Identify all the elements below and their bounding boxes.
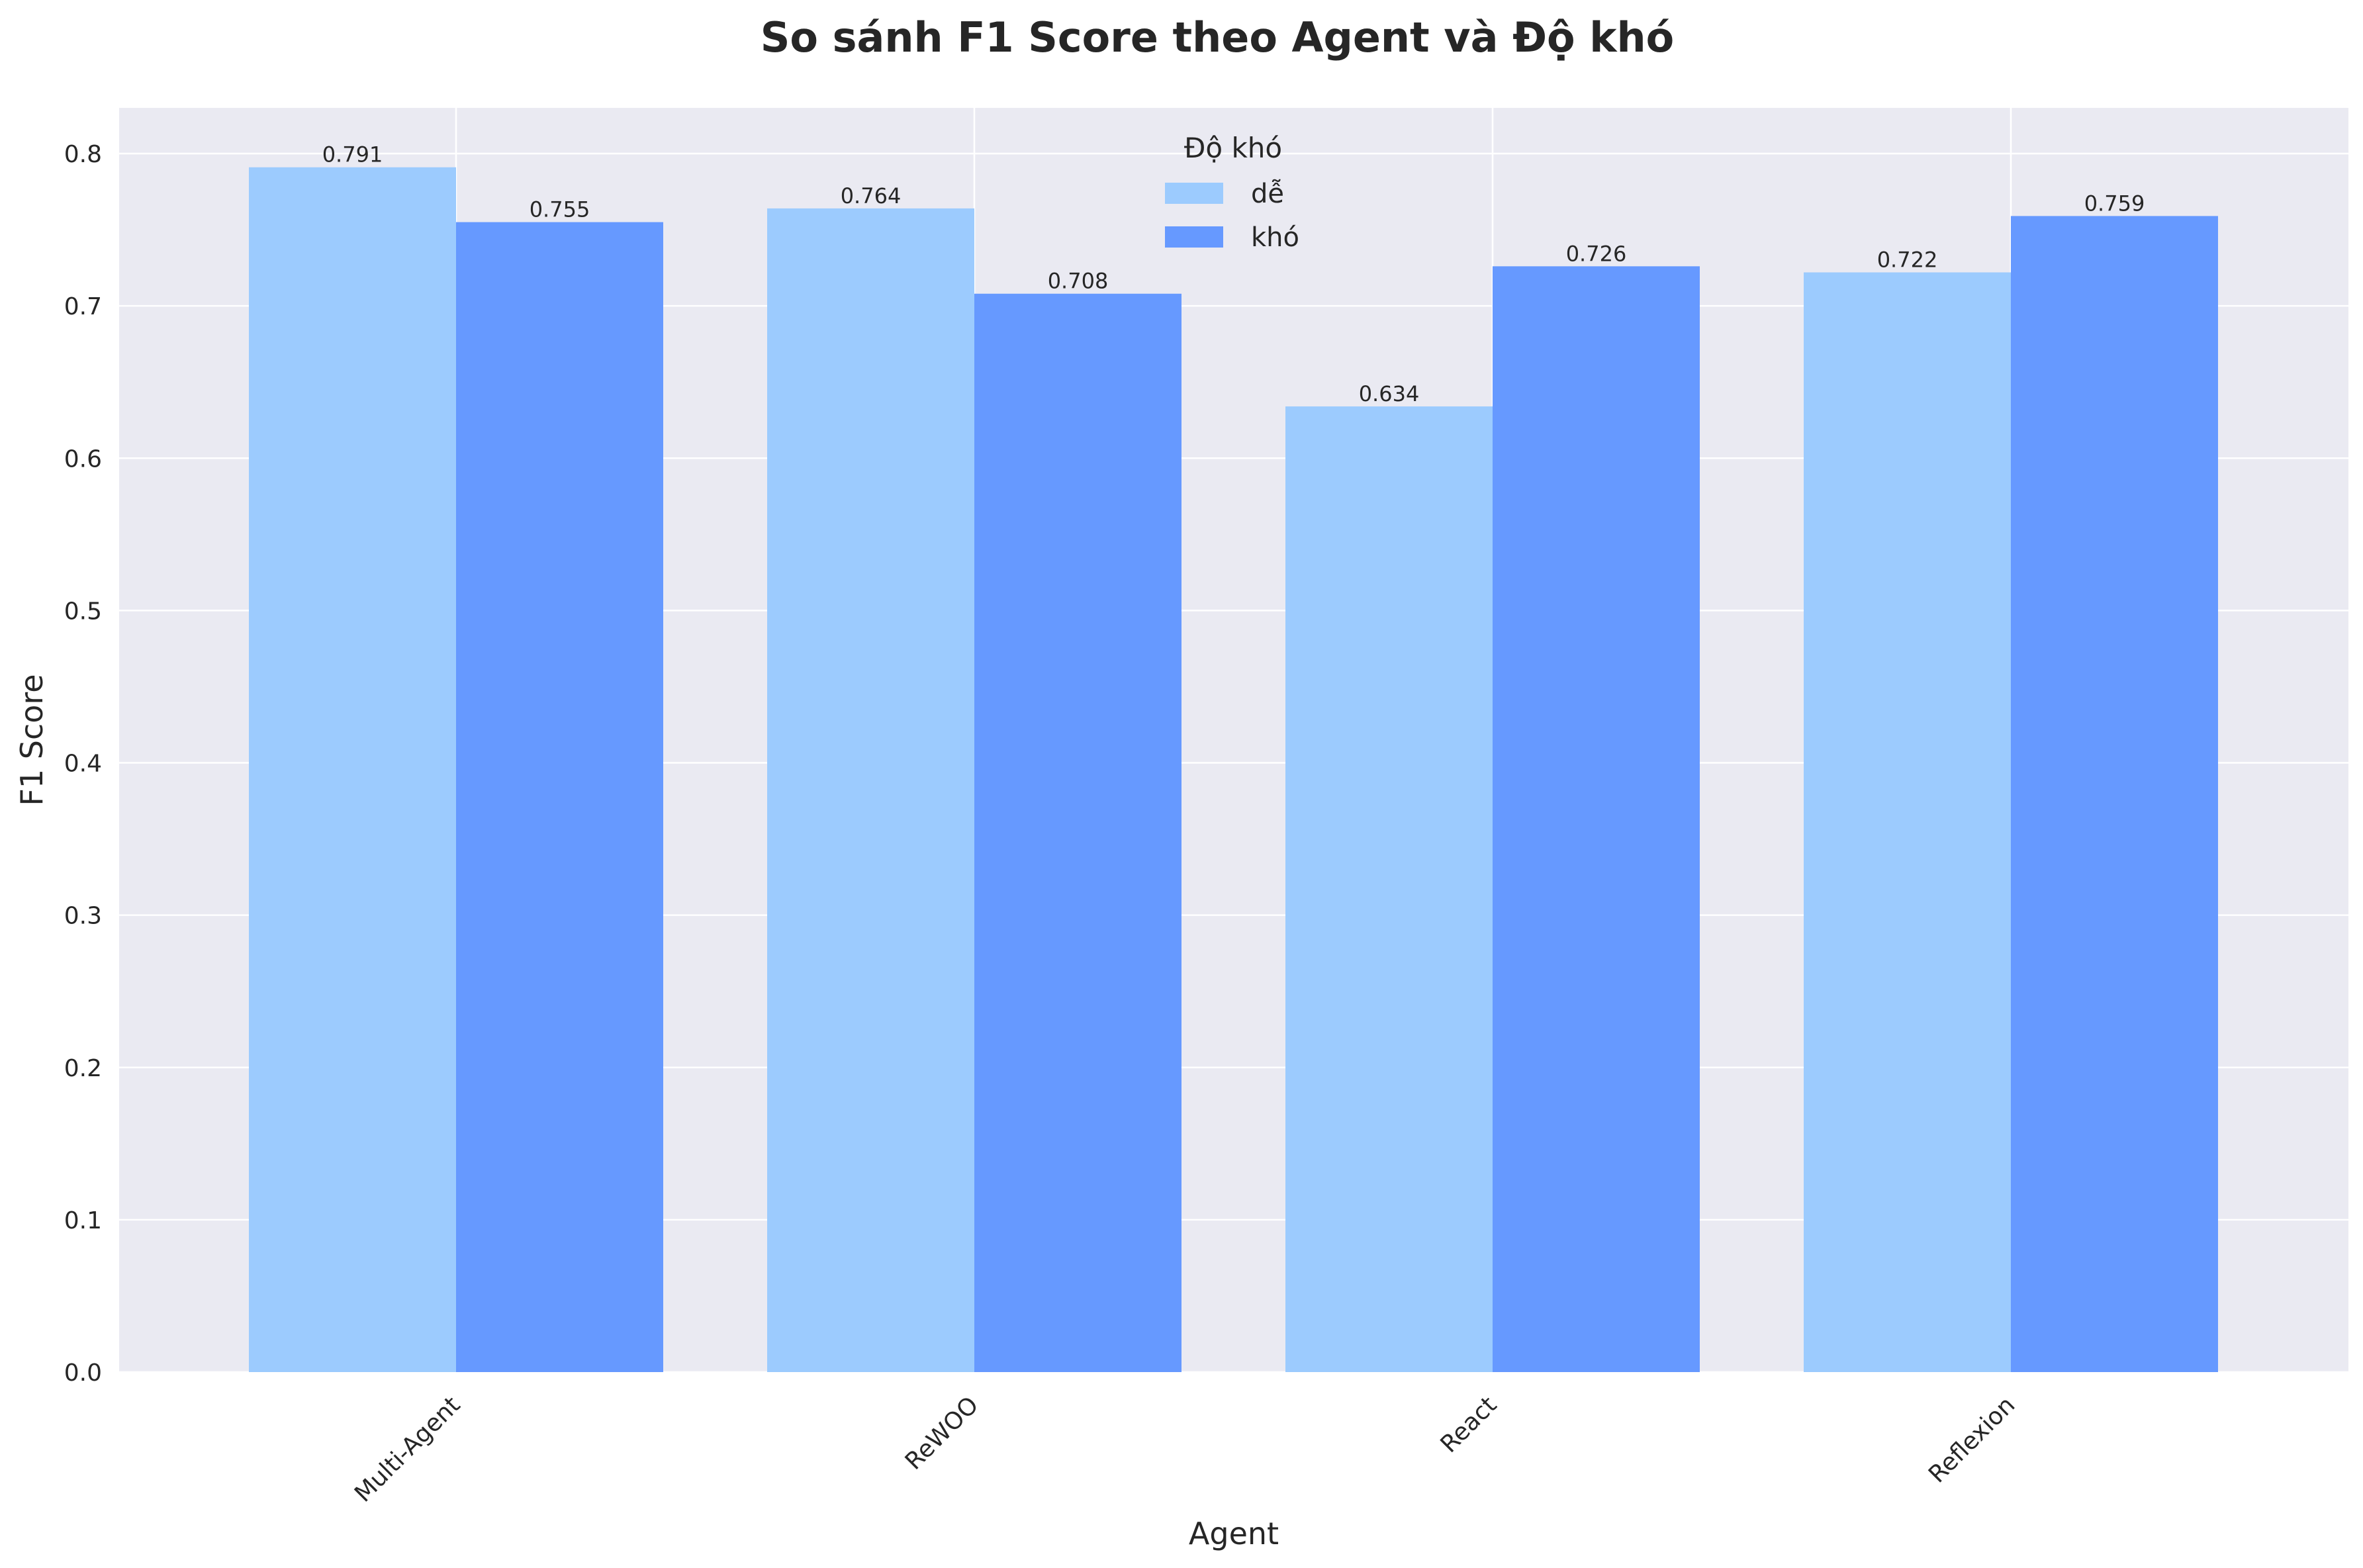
bar-rewoo-1 [974, 293, 1182, 1373]
x-ticks: Multi-Agent ReWOO React Reflexion [349, 1391, 2020, 1507]
bar-value-label: 0.708 [1048, 269, 1109, 294]
y-axis-label: F1 Score [14, 674, 50, 806]
chart-title: So sánh F1 Score theo Agent và Độ khó [761, 13, 1674, 62]
legend-swatch-kho [1165, 226, 1223, 248]
x-tick-label: ReWOO [900, 1391, 984, 1475]
bar-value-label: 0.722 [1877, 248, 1938, 273]
bar-rewoo-0 [767, 208, 974, 1372]
legend: Độ khó dễ khó [1165, 132, 1299, 253]
x-tick-label: Reflexion [1923, 1391, 2020, 1488]
bar-multi-agent-1 [456, 222, 663, 1373]
data-labels: 0.791 0.764 0.634 0.722 0.755 0.708 0.726 0.759 [322, 142, 2145, 406]
x-tick-label: React [1436, 1391, 1503, 1458]
bar-react-0 [1285, 406, 1493, 1372]
y-tick-label: 0.6 [64, 445, 102, 473]
bar-value-label: 0.634 [1359, 381, 1420, 406]
y-tick-label: 0.1 [64, 1207, 102, 1234]
bar-reflexion-0 [1804, 272, 2011, 1372]
y-tick-label: 0.7 [64, 293, 102, 320]
y-tick-label: 0.2 [64, 1055, 102, 1082]
y-tick-label: 0.5 [64, 598, 102, 625]
bar-react-1 [1493, 266, 1700, 1372]
y-tick-label: 0.0 [64, 1360, 102, 1387]
bar-reflexion-1 [2011, 216, 2218, 1373]
bar-value-label: 0.755 [530, 197, 590, 222]
y-tick-label: 0.8 [64, 141, 102, 168]
bars [249, 167, 2218, 1373]
bar-value-label: 0.759 [2084, 191, 2145, 216]
y-tick-label: 0.4 [64, 751, 102, 778]
x-tick-label: Multi-Agent [349, 1391, 465, 1507]
bar-multi-agent-0 [249, 167, 456, 1373]
legend-label-de: dễ [1251, 179, 1284, 209]
bar-value-label: 0.764 [841, 183, 902, 208]
legend-label-kho: khó [1251, 222, 1299, 253]
bar-value-label: 0.726 [1566, 241, 1627, 266]
y-tick-label: 0.3 [64, 903, 102, 930]
legend-title: Độ khó [1184, 132, 1282, 164]
x-axis-label: Agent [1189, 1516, 1279, 1551]
bar-value-label: 0.791 [322, 142, 383, 167]
y-ticks: 0.0 0.1 0.2 0.3 0.4 0.5 0.6 0.7 0.8 [64, 141, 102, 1387]
legend-swatch-de [1165, 183, 1223, 204]
